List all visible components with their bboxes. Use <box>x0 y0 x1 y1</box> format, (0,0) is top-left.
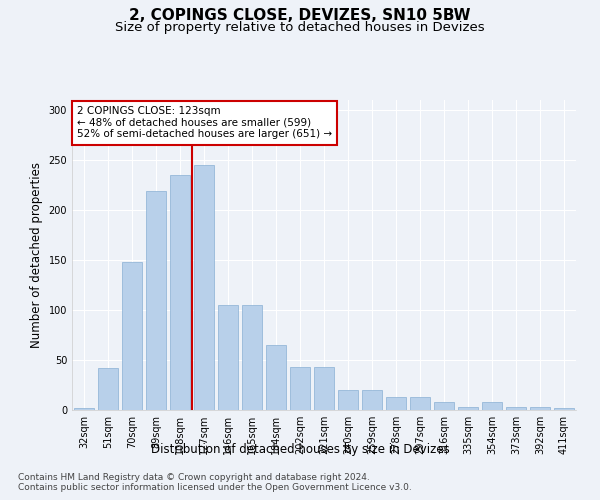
Bar <box>386 397 406 410</box>
Bar <box>74 408 94 410</box>
Bar <box>338 390 358 410</box>
Bar <box>458 407 478 410</box>
Bar <box>194 165 214 410</box>
Bar <box>362 390 382 410</box>
Text: 2 COPINGS CLOSE: 123sqm
← 48% of detached houses are smaller (599)
52% of semi-d: 2 COPINGS CLOSE: 123sqm ← 48% of detache… <box>77 106 332 140</box>
Bar <box>506 407 526 410</box>
Bar <box>266 345 286 410</box>
Bar <box>530 407 550 410</box>
Bar <box>218 305 238 410</box>
Bar <box>434 402 454 410</box>
Text: Distribution of detached houses by size in Devizes: Distribution of detached houses by size … <box>151 442 449 456</box>
Bar <box>314 367 334 410</box>
Y-axis label: Number of detached properties: Number of detached properties <box>30 162 43 348</box>
Text: Size of property relative to detached houses in Devizes: Size of property relative to detached ho… <box>115 21 485 34</box>
Bar <box>98 368 118 410</box>
Bar <box>410 397 430 410</box>
Bar <box>170 175 190 410</box>
Text: Contains public sector information licensed under the Open Government Licence v3: Contains public sector information licen… <box>18 482 412 492</box>
Bar <box>482 402 502 410</box>
Bar <box>290 367 310 410</box>
Bar <box>242 305 262 410</box>
Bar <box>554 408 574 410</box>
Text: 2, COPINGS CLOSE, DEVIZES, SN10 5BW: 2, COPINGS CLOSE, DEVIZES, SN10 5BW <box>129 8 471 22</box>
Text: Contains HM Land Registry data © Crown copyright and database right 2024.: Contains HM Land Registry data © Crown c… <box>18 472 370 482</box>
Bar <box>146 191 166 410</box>
Bar <box>122 262 142 410</box>
